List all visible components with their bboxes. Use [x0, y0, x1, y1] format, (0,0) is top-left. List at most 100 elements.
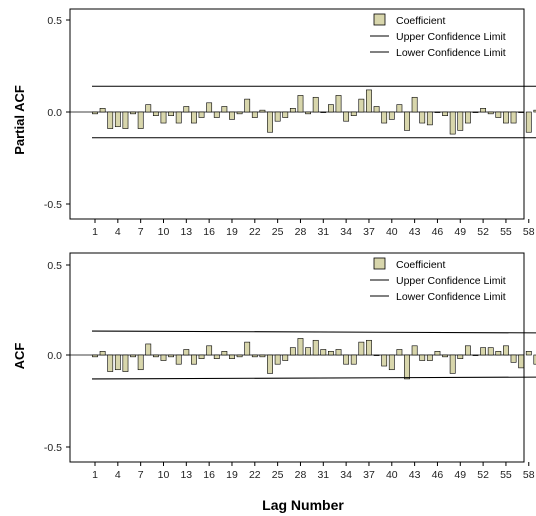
acf-bar-lag-20: [236, 354, 243, 358]
acf-legend: Coefficient Upper Confidence Limit Lower…: [370, 257, 506, 303]
acf-bar-lag-47: [442, 354, 448, 358]
acf-upper-confidence-line: [91, 330, 536, 334]
pacf-bar-lag-57: [518, 111, 525, 113]
x-tick-label: 52: [477, 226, 489, 238]
pacf-bar-lag-23: [259, 109, 266, 113]
acf-bar-lag-51: [472, 354, 479, 356]
acf-bar-lag-14: [191, 354, 197, 365]
pacf-bar-lag-33: [335, 95, 342, 113]
acf-bar-lag-49: [457, 354, 464, 359]
pacf-bar-lag-7: [137, 111, 144, 129]
acf-bar-lag-24: [267, 354, 273, 374]
acf-bar-lag-9: [152, 354, 159, 358]
acf-bar-lag-30: [312, 339, 319, 356]
x-tick-label: 28: [295, 469, 307, 481]
pacf-bar-lag-43: [411, 96, 418, 113]
acf-bar-lag-34: [343, 354, 350, 365]
pacf-y-tick-label: -0.5: [44, 199, 62, 211]
pacf-bar-lag-4: [114, 111, 121, 128]
pacf-bar-lag-6: [130, 111, 136, 115]
acf-bar-lag-25: [274, 354, 281, 365]
x-tick-label: 13: [180, 226, 192, 238]
x-tick-label: 1: [92, 469, 98, 481]
acf-bar-lag-15: [198, 354, 205, 359]
pacf-bar-lag-3: [107, 111, 114, 129]
pacf-bar-lag-30: [312, 96, 319, 113]
x-tick-label: 58: [523, 226, 535, 238]
x-tick-label: 19: [226, 226, 238, 238]
acf-bar-lag-4: [114, 354, 121, 371]
legend-coefficient-swatch: [373, 257, 386, 270]
x-tick-label: 34: [340, 469, 352, 481]
acf-bar-lag-19: [229, 354, 235, 359]
acf-bar-lag-40: [388, 354, 395, 371]
pacf-bar-lag-16: [206, 102, 213, 113]
acf-bar-lag-38: [373, 354, 380, 356]
pacf-bar-lag-51: [472, 111, 479, 113]
pacf-bar-lag-46: [434, 111, 441, 113]
x-tick-label: 55: [500, 226, 512, 238]
x-tick-label: 31: [317, 469, 329, 481]
acf-bar-lag-52: [480, 347, 487, 356]
pacf-bar-lag-14: [191, 111, 197, 124]
pacf-bar-lag-37: [366, 89, 372, 113]
pacf-bar-lag-20: [236, 111, 243, 115]
x-tick-label: 37: [363, 469, 375, 481]
x-tick-label: 7: [138, 226, 144, 238]
x-tick-label: 31: [317, 226, 329, 238]
x-tick-label: 46: [432, 469, 444, 481]
pacf-bar-lag-8: [145, 104, 152, 113]
acf-bar-lag-16: [206, 345, 213, 356]
acf-bar-lag-37: [366, 339, 372, 356]
acf-bar-lag-46: [434, 351, 441, 356]
acf-y-tick-label: 0.5: [47, 260, 62, 272]
legend-coefficient-swatch: [373, 13, 386, 26]
pacf-panel: Partial ACF 0.5 0.0 -0.5 1 4 7 10 13 16 19 22 25…: [12, 8, 536, 238]
acf-bar-lag-36: [358, 341, 365, 356]
acf-bar-lag-35: [350, 354, 357, 365]
x-tick-label: 49: [454, 469, 466, 481]
pacf-bars: [92, 89, 536, 135]
pacf-bar-lag-55: [503, 111, 509, 124]
acf-bar-lag-54: [495, 351, 502, 356]
pacf-bar-lag-36: [358, 98, 365, 113]
acf-x-ticks: 1 4 7 10 13 16 19 22 25 28 31 34 37 40 43 46 49 52 55 58: [92, 462, 535, 481]
pacf-bar-lag-11: [168, 111, 174, 116]
acf-bar-lag-57: [518, 354, 525, 369]
acf-bar-lag-23: [259, 354, 266, 358]
pacf-bar-lag-12: [175, 111, 182, 124]
acf-bar-lag-44: [419, 354, 426, 361]
pacf-bar-lag-1: [92, 111, 98, 115]
x-tick-label: 37: [363, 226, 375, 238]
x-tick-label: 22: [249, 226, 261, 238]
x-tick-label: 43: [409, 469, 421, 481]
x-tick-label: 40: [386, 226, 398, 238]
pacf-bar-lag-29: [305, 111, 311, 115]
legend-lower-label: Lower Confidence Limit: [396, 291, 506, 303]
acf-bar-lag-53: [487, 347, 494, 356]
x-tick-label: 28: [295, 226, 307, 238]
x-tick-label: 16: [203, 226, 215, 238]
acf-bar-lag-17: [213, 354, 220, 359]
pacf-bar-lag-15: [198, 111, 205, 118]
pacf-bar-lag-34: [343, 111, 350, 122]
acf-bar-lag-50: [464, 345, 471, 356]
pacf-bar-lag-54: [495, 111, 502, 118]
pacf-bar-lag-18: [221, 106, 228, 113]
x-tick-label: 58: [523, 469, 535, 481]
legend-coefficient-label: Coefficient: [396, 15, 446, 27]
pacf-bar-lag-19: [229, 111, 235, 120]
acf-bar-lag-5: [122, 354, 129, 372]
pacf-bar-lag-44: [419, 111, 426, 124]
pacf-legend: Coefficient Upper Confidence Limit Lower…: [370, 13, 506, 59]
pacf-bar-lag-5: [122, 111, 129, 129]
acf-bar-lag-41: [396, 349, 403, 356]
acf-bar-lag-42: [404, 354, 410, 380]
acf-bar-lag-11: [168, 354, 174, 358]
pacf-bar-lag-2: [99, 108, 106, 113]
acf-bar-lag-31: [320, 349, 327, 356]
x-tick-label: 22: [249, 469, 261, 481]
x-tick-label: 49: [454, 226, 466, 238]
x-tick-label: 4: [115, 226, 121, 238]
